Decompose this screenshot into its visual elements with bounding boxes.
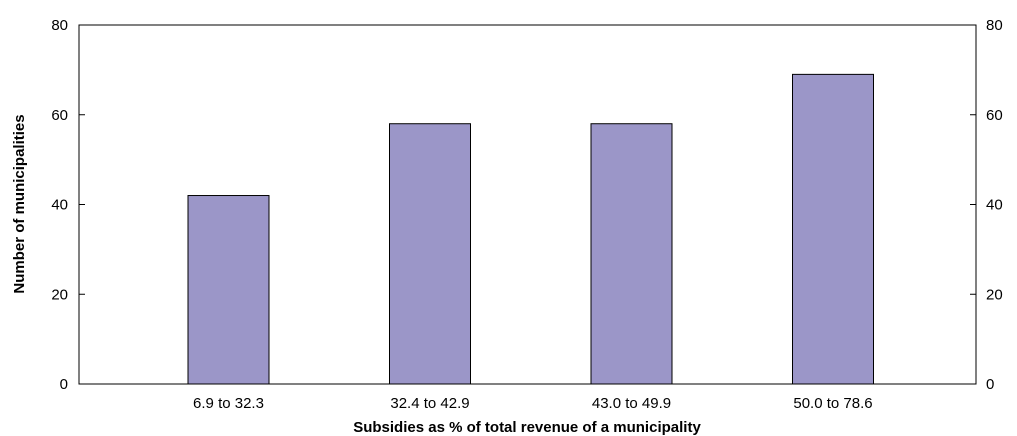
x-tick-label: 32.4 to 42.9 bbox=[390, 395, 469, 412]
y-tick-label-right: 0 bbox=[986, 376, 994, 393]
y-tick-label-left: 40 bbox=[51, 197, 68, 214]
y-axis-title: Number of municipalities bbox=[11, 114, 28, 293]
y-tick-label-left: 20 bbox=[51, 286, 68, 303]
y-tick-label-right: 20 bbox=[986, 286, 1003, 303]
x-tick-label: 6.9 to 32.3 bbox=[193, 395, 264, 412]
bar bbox=[389, 123, 471, 385]
x-tick-label: 43.0 to 49.9 bbox=[592, 395, 671, 412]
x-tick-label: 50.0 to 78.6 bbox=[793, 395, 872, 412]
y-tick-label-right: 60 bbox=[986, 107, 1003, 124]
y-tick-label-left: 60 bbox=[51, 107, 68, 124]
y-tick-label-right: 80 bbox=[986, 17, 1003, 34]
y-tick-label-right: 40 bbox=[986, 197, 1003, 214]
y-tick-label-left: 0 bbox=[60, 376, 68, 393]
bar bbox=[590, 123, 673, 385]
bar bbox=[187, 195, 270, 385]
bar bbox=[792, 73, 874, 385]
y-tick-label-left: 80 bbox=[51, 17, 68, 34]
x-axis-title: Subsidies as % of total revenue of a mun… bbox=[353, 419, 701, 436]
